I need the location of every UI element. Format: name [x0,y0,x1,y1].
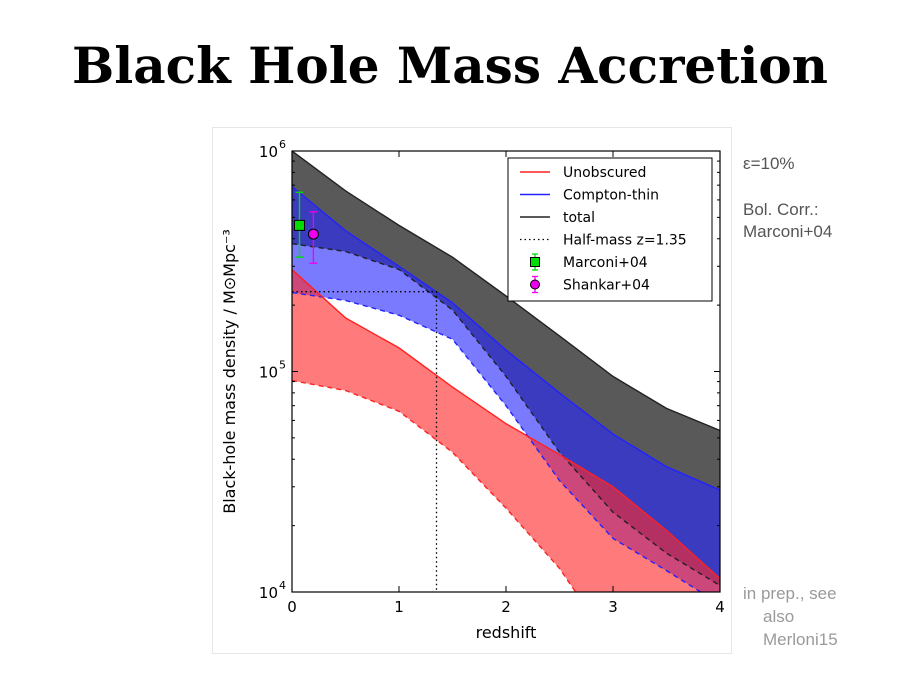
unobscured-lower-line [292,379,577,592]
x-tick-label: 2 [501,598,511,616]
plot-area [292,151,720,592]
chart-panel: 0 1 2 3 4 10 4 10 5 10 6 redshift Black-hole mass de… [212,127,732,654]
reference-line-2: also [763,607,795,626]
legend-label: total [563,210,595,226]
bolometric-correction-source: Marconi+04 [743,222,833,241]
x-tick-label: 3 [608,598,618,616]
reference-line-3: Merloni15 [763,630,838,649]
x-tick-label: 4 [715,598,725,616]
compton-thin-lower-line [292,291,702,592]
total-lower-line [292,243,720,587]
marconi-point-marker [293,219,305,231]
bolometric-correction-label: Bol. Corr.: [743,200,819,219]
legend-marker [530,279,540,290]
legend: Unobscured Compton-thin total Half-mass z=1… [507,157,713,302]
legend-box [507,157,713,302]
legend-label: Half-mass z=1.35 [563,233,687,249]
reference-note: in prep., see also Merloni15 [743,582,893,651]
y-tick-label: 10 [259,143,278,161]
y-tick-label: 10 [259,584,278,602]
y-tick-label: 10 [259,364,278,382]
legend-label: Marconi+04 [563,255,648,271]
unobscured-upper-line [292,268,720,580]
y-tick-exponent: 4 [279,579,286,592]
x-axis-label: redshift [476,623,537,642]
x-tick-label: 1 [394,598,404,616]
legend-label: Compton-thin [563,188,659,204]
y-tick-exponent: 5 [279,359,286,372]
slide-title: Black Hole Mass Accretion [71,36,829,95]
shankar-point-marker [307,228,319,240]
x-tick-label: 0 [287,598,297,616]
legend-label: Shankar+04 [563,278,650,294]
compton-thin-upper-line [292,185,720,491]
y-tick-exponent: 6 [279,138,286,151]
legend-label: Unobscured [563,165,646,181]
y-axis-label: Black-hole mass density / M⊙Mpc⁻³ [220,229,239,514]
half-mass-line [292,291,438,592]
legend-marker [530,257,540,267]
efficiency-note: ε=10% [743,154,795,173]
reference-line-1: in prep., see [743,584,837,603]
total-upper-line [292,151,720,432]
